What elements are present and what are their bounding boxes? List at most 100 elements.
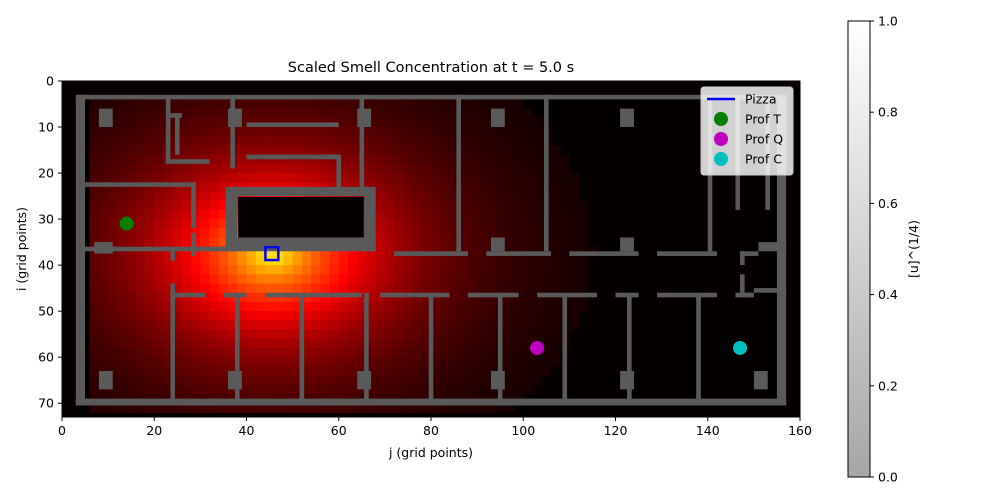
wall-segment [456, 94, 461, 252]
heatmap-cell [191, 200, 201, 211]
heatmap-cell [431, 274, 441, 285]
heatmap-cell [486, 136, 497, 147]
heatmap-cell [274, 163, 284, 174]
heatmap-cell [237, 173, 248, 183]
y-tick-label: 40 [38, 258, 54, 273]
heatmap-cell [126, 173, 137, 183]
heatmap-cell [477, 311, 487, 321]
heatmap-cell [108, 246, 118, 257]
heatmap-cell [550, 154, 561, 165]
heatmap-cell [412, 182, 423, 193]
heatmap-cell [301, 311, 312, 321]
heatmap-cell [108, 99, 118, 110]
heatmap-cell [412, 265, 423, 275]
heatmap-cell [191, 117, 201, 128]
heatmap-cell [384, 274, 395, 285]
heatmap-cell [421, 329, 432, 340]
heatmap-cell [145, 283, 155, 294]
x-tick-label: 120 [604, 423, 628, 438]
heatmap-cell [375, 209, 386, 220]
heatmap-cell [486, 301, 497, 312]
heatmap-cell [550, 292, 561, 303]
heatmap-cell [154, 311, 165, 321]
heatmap-cell [320, 246, 331, 257]
heatmap-cell [274, 357, 284, 367]
wall-segment [75, 94, 86, 406]
heatmap-cell [172, 237, 183, 248]
heatmap-cell [384, 375, 395, 386]
heatmap-cell [514, 338, 524, 349]
heatmap-cell [98, 403, 109, 413]
heatmap-cell [320, 255, 331, 266]
heatmap-cell [477, 375, 487, 386]
heatmap-cell [449, 191, 460, 202]
heatmap-cell [135, 292, 146, 303]
heatmap-cell [449, 320, 460, 331]
heatmap-cell [98, 255, 109, 266]
heatmap-cell [218, 182, 229, 193]
heatmap-cell [467, 246, 478, 257]
heatmap-cell [569, 200, 580, 211]
heatmap-cell [495, 200, 506, 211]
heatmap-cell [181, 99, 192, 110]
heatmap-cell [246, 292, 257, 303]
heatmap-cell [117, 108, 128, 119]
heatmap-cell [421, 237, 432, 248]
heatmap-cell [108, 136, 118, 147]
heatmap-cell [523, 292, 534, 303]
heatmap-cell [375, 219, 386, 229]
heatmap-cell [440, 127, 451, 137]
heatmap-cell [117, 163, 128, 174]
pizza-marker[interactable] [264, 245, 280, 262]
heatmap-cell [523, 127, 534, 137]
heatmap-cell [274, 99, 284, 110]
heatmap-cell [89, 127, 100, 137]
heatmap-cell [375, 237, 386, 248]
heatmap-cell [209, 311, 220, 321]
heatmap-cell [228, 173, 238, 183]
heatmap-cell [431, 384, 441, 395]
heatmap-cell [172, 191, 183, 202]
heatmap-cell [301, 145, 312, 156]
heatmap-cell [375, 108, 386, 119]
heatmap-cell [431, 219, 441, 229]
heatmap-cell [421, 163, 432, 174]
heatmap-cell [98, 357, 109, 367]
heatmap-cell [486, 200, 497, 211]
heatmap-cell [467, 136, 478, 147]
heatmap-cell [384, 384, 395, 395]
heatmap-cell [237, 163, 248, 174]
heatmap-cell [320, 301, 331, 312]
heatmap-cell [384, 108, 395, 119]
heatmap-cell [274, 366, 284, 377]
heatmap-cell [163, 237, 174, 248]
heatmap-cell [514, 311, 524, 321]
legend-label: Prof C [745, 152, 782, 167]
heatmap-cell [394, 329, 404, 340]
heatmap-cell [320, 320, 331, 331]
heatmap-cell [412, 108, 423, 119]
heatmap-cell [292, 274, 303, 285]
heatmap-cell [329, 127, 340, 137]
heatmap-cell [412, 357, 423, 367]
heatmap-cell [357, 347, 368, 358]
heatmap-cell [264, 154, 275, 165]
heatmap-cell [209, 209, 220, 220]
heatmap-cell [264, 173, 275, 183]
heatmap-cell [320, 173, 331, 183]
heatmap-cell [283, 191, 294, 202]
heatmap-cell [292, 154, 303, 165]
heatmap-cell [117, 200, 128, 211]
heatmap-cell [209, 274, 220, 285]
heatmap-cell [477, 347, 487, 358]
heatmap-cell [292, 301, 303, 312]
heatmap-cell [477, 274, 487, 285]
y-axis-label: i (grid points) [14, 207, 29, 291]
heatmap-cell [560, 228, 570, 239]
heatmap-cell [467, 200, 478, 211]
colorbar-tick-label: 1.0 [878, 14, 898, 29]
heatmap-cell [467, 338, 478, 349]
heatmap-cell [191, 108, 201, 119]
heatmap-cell [292, 265, 303, 275]
heatmap-cell [89, 292, 100, 303]
